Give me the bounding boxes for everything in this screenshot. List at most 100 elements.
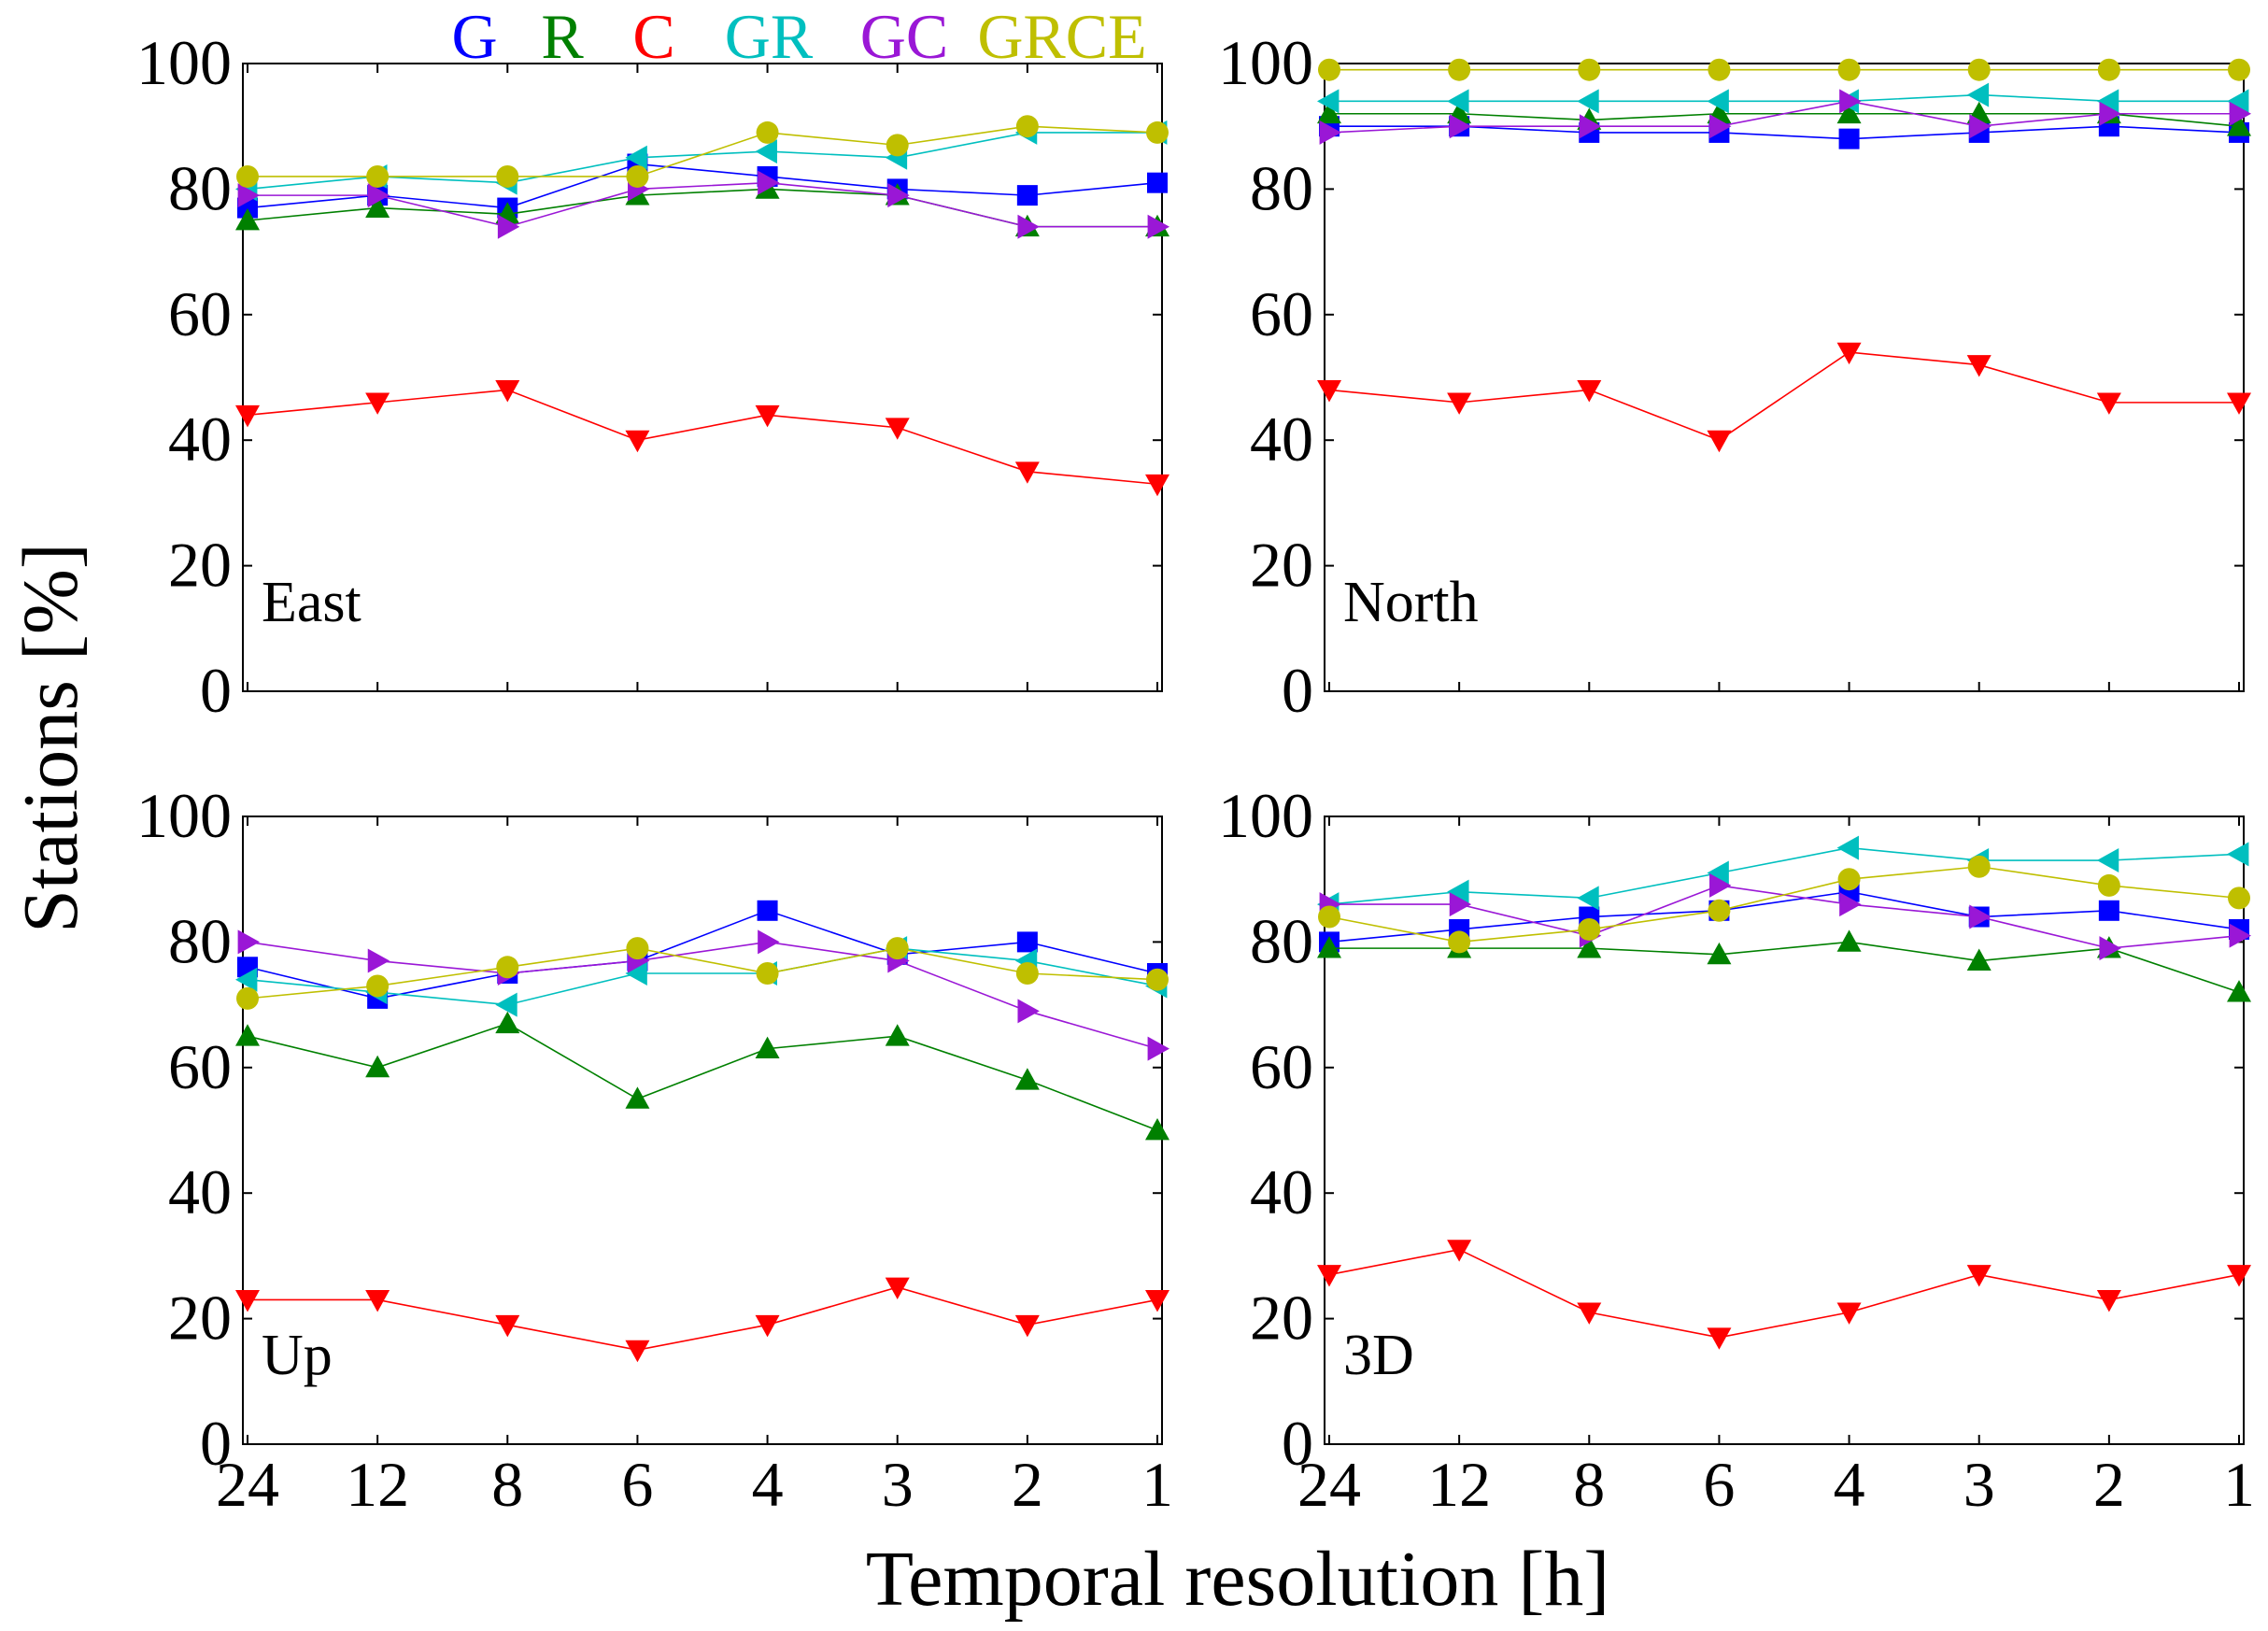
- data-point-gr: [2096, 89, 2119, 114]
- x-tick-label: 6: [621, 1449, 653, 1520]
- x-tick-label: 4: [752, 1449, 784, 1520]
- series-gc: [1319, 89, 2251, 145]
- data-point-r: [625, 1086, 650, 1109]
- x-tick-label: 2: [2093, 1449, 2125, 1520]
- y-tick-label: 100: [1218, 27, 1313, 98]
- data-point-grce: [2228, 58, 2250, 81]
- data-point-c: [235, 404, 260, 428]
- data-point-gc: [887, 183, 910, 208]
- y-tick-label: 40: [1250, 1156, 1313, 1227]
- y-tick-label: 100: [136, 27, 232, 98]
- panel-label: East: [262, 571, 361, 634]
- y-tick-label: 20: [1250, 530, 1313, 601]
- x-tick-label: 12: [346, 1449, 409, 1520]
- data-point-gr: [625, 145, 647, 170]
- y-tick-label: 20: [168, 530, 232, 601]
- data-point-gc: [1709, 872, 1732, 898]
- data-point-c: [365, 1290, 390, 1312]
- series-grce: [236, 115, 1169, 188]
- data-point-c: [2227, 392, 2251, 415]
- data-point-c: [2227, 1265, 2251, 1287]
- chart-panel-up: 0 20 40 60 80 100 24 12 8 6 4 3 2 1 Up: [136, 780, 1173, 1520]
- data-point-gr: [1577, 886, 1599, 911]
- data-point-gc: [367, 183, 390, 208]
- data-point-c: [1966, 355, 1992, 377]
- data-point-grce: [1448, 930, 1471, 954]
- data-point-grce: [366, 974, 390, 998]
- series-line-c: [1328, 351, 2239, 442]
- data-point-g: [1838, 128, 1860, 149]
- data-point-g: [757, 900, 778, 921]
- series-line-r: [247, 1022, 1158, 1131]
- x-tick-label: 1: [2223, 1449, 2255, 1520]
- data-point-grce: [2097, 873, 2120, 897]
- data-point-c: [625, 430, 650, 453]
- data-point-c: [235, 1290, 260, 1312]
- data-point-c: [1707, 430, 1732, 453]
- data-point-gr: [1577, 89, 1599, 114]
- series-c: [235, 380, 1169, 497]
- data-point-gr: [2227, 842, 2249, 867]
- data-point-grce: [1837, 58, 1861, 81]
- data-point-r: [365, 195, 390, 218]
- y-tick-label: 0: [1282, 1408, 1313, 1479]
- data-point-r: [2227, 980, 2251, 1002]
- x-axis-label: Temporal resolution [h]: [866, 1536, 1610, 1623]
- data-point-c: [1317, 380, 1341, 403]
- data-point-grce: [1967, 855, 1991, 878]
- data-point-grce: [1578, 917, 1601, 941]
- data-point-gr: [1836, 835, 1859, 860]
- legend-entry-c: C: [632, 1, 674, 72]
- data-point-gc: [1839, 892, 1862, 917]
- data-point-r: [755, 1036, 780, 1059]
- series-grce: [1318, 855, 2250, 954]
- data-point-gc: [1579, 114, 1602, 139]
- data-point-gc: [758, 929, 780, 955]
- y-tick-label: 60: [1250, 278, 1313, 349]
- data-point-grce: [1578, 58, 1601, 81]
- data-point-r: [1317, 101, 1341, 124]
- data-point-gr: [2096, 848, 2119, 873]
- data-point-r: [1836, 929, 1862, 952]
- series-line-gc: [248, 181, 1157, 228]
- data-point-c: [885, 1277, 910, 1299]
- legend-entry-grce: GRCE: [977, 1, 1146, 72]
- data-point-grce: [626, 164, 649, 188]
- data-point-gc: [2229, 101, 2251, 126]
- series-line-g: [247, 163, 1158, 209]
- data-point-c: [1014, 1314, 1040, 1338]
- y-tick-label: 20: [168, 1283, 232, 1354]
- data-point-grce: [2097, 58, 2120, 81]
- series-line-c: [1328, 1248, 2240, 1339]
- plot-area-frame: [1324, 63, 2245, 692]
- data-point-c: [1145, 1290, 1169, 1312]
- series-line-grce: [247, 947, 1158, 1000]
- series-line-gr: [1328, 846, 2240, 905]
- series-line-c: [247, 389, 1158, 486]
- data-point-grce: [1318, 58, 1340, 81]
- data-point-gr: [1447, 879, 1469, 904]
- chart-panel-north: 0 20 40 60 80 100 North: [1218, 27, 2251, 726]
- y-tick-label: 40: [168, 404, 232, 475]
- data-point-gr: [1447, 89, 1469, 114]
- data-point-grce: [1015, 115, 1039, 138]
- data-point-gc: [1709, 114, 1732, 139]
- data-point-r: [495, 1011, 520, 1034]
- y-tick-label: 20: [1250, 1283, 1313, 1354]
- series-line-gr: [1329, 93, 2239, 103]
- y-tick-label: 100: [136, 780, 232, 851]
- x-tick-label: 3: [1963, 1449, 1995, 1520]
- panel-label: Up: [262, 1324, 333, 1387]
- data-point-grce: [886, 937, 909, 960]
- data-point-gc: [1449, 114, 1472, 139]
- x-tick-label: 6: [1703, 1449, 1735, 1520]
- data-point-grce: [1015, 962, 1039, 985]
- data-point-g: [1016, 185, 1038, 206]
- data-point-c: [495, 380, 520, 403]
- data-point-gr: [1707, 860, 1729, 886]
- x-tick-label: 1: [1141, 1449, 1173, 1520]
- series-grce: [1318, 58, 2250, 81]
- data-point-grce: [626, 937, 649, 960]
- series-c: [235, 1277, 1169, 1363]
- data-point-c: [1447, 392, 1472, 415]
